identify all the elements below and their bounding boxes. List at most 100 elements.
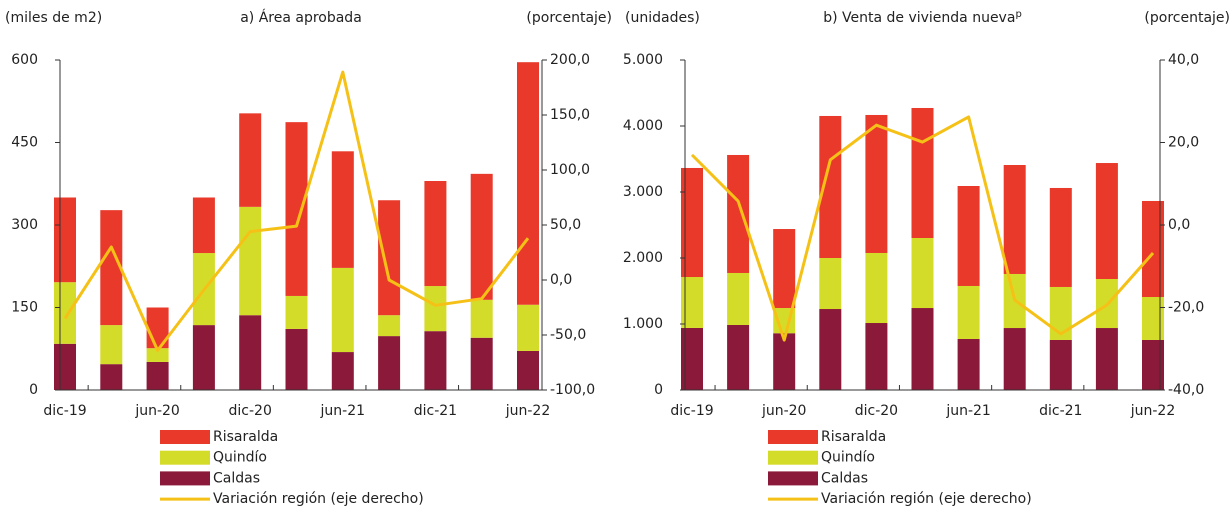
y-tick-label: 0 <box>29 382 38 398</box>
bar-segment <box>819 258 842 310</box>
y2-tick-label: 40,0 <box>1168 52 1199 68</box>
bar-segment <box>424 181 447 287</box>
chart-title: b) Venta de vivienda nuevap <box>823 9 1022 26</box>
x-tick-label: dic-21 <box>1039 403 1082 419</box>
legend-swatch <box>768 471 818 486</box>
bar-segment <box>470 173 493 300</box>
bar-segment <box>239 113 262 207</box>
bar-segment <box>239 206 262 316</box>
y2-tick-label: 0,0 <box>550 272 572 288</box>
bar-segment <box>1142 200 1164 298</box>
x-tick-label: dic-19 <box>43 403 86 419</box>
bar-segment <box>1142 297 1164 340</box>
legend-swatch <box>768 450 818 465</box>
y-tick-label: 600 <box>11 52 38 68</box>
bar-segment <box>727 272 750 325</box>
bar-segment <box>239 315 262 390</box>
bar-segment <box>470 299 493 338</box>
bar-segment <box>911 308 934 390</box>
y2-tick-label: 50,0 <box>550 217 581 233</box>
bar-segment <box>957 285 980 339</box>
bar-segment <box>100 364 123 390</box>
bar-segment <box>517 62 539 305</box>
bar-segment <box>517 350 539 390</box>
bar-segment <box>100 210 123 326</box>
bar-segment <box>100 325 123 365</box>
x-tick-label: dic-20 <box>229 403 272 419</box>
x-tick-label: jun-20 <box>761 403 807 419</box>
legend-swatch <box>768 430 818 444</box>
y2-tick-label: -50,0 <box>550 327 586 343</box>
title-note: p <box>1015 9 1021 20</box>
bar-segment <box>331 151 354 268</box>
bar-segment <box>54 282 76 344</box>
bar-segment <box>1049 339 1072 390</box>
legend-label: Risaralda <box>821 429 886 445</box>
bar-segment <box>1003 165 1026 274</box>
bar-segment <box>681 277 703 328</box>
x-tick-label: dic-21 <box>414 403 457 419</box>
bar-segment <box>54 197 76 283</box>
bar-segment <box>819 115 842 258</box>
bar-segment <box>773 333 796 390</box>
y2-axis-label: (porcentaje) <box>526 10 612 26</box>
x-tick-label: dic-19 <box>670 403 713 419</box>
bar-segment <box>819 309 842 390</box>
bar-segment <box>911 107 934 239</box>
y-tick-label: 5.000 <box>623 52 663 68</box>
bar-segment <box>865 252 888 324</box>
x-tick-label: jun-21 <box>320 403 366 419</box>
bar-segment <box>424 331 447 390</box>
y-tick-label: 300 <box>11 217 38 233</box>
bar-segment <box>378 200 401 316</box>
legend-swatch <box>160 430 210 444</box>
legend-swatch <box>160 450 210 465</box>
bar-segment <box>1049 187 1072 287</box>
bar-segment <box>54 343 76 390</box>
bar-segment <box>424 286 447 332</box>
bar-segment <box>957 185 980 286</box>
legend-label: Risaralda <box>213 429 278 445</box>
bar-segment <box>192 197 215 254</box>
bar-segment <box>1049 286 1072 340</box>
x-tick-label: jun-21 <box>945 403 991 419</box>
legend-label: Quindío <box>821 450 875 466</box>
legend-label: Quindío <box>213 450 267 466</box>
y2-tick-label: 0,0 <box>1168 217 1190 233</box>
y-axis-label: (unidades) <box>625 10 700 26</box>
y2-tick-label: 100,0 <box>550 162 590 178</box>
bar-segment <box>285 295 308 329</box>
y-tick-label: 4.000 <box>623 118 663 134</box>
bar-segment <box>285 122 308 296</box>
bar-segment <box>1142 339 1164 390</box>
bar-segment <box>681 327 703 390</box>
x-tick-label: dic-20 <box>855 403 898 419</box>
bar-segment <box>865 323 888 390</box>
chart-title: a) Área aprobada <box>240 9 362 26</box>
bar-segment <box>865 114 888 253</box>
line-series <box>63 70 530 352</box>
bar-segment <box>1095 163 1118 279</box>
bar-segment <box>681 167 703 278</box>
y2-axis-label: (porcentaje) <box>1144 10 1230 26</box>
bar-segment <box>192 325 215 390</box>
bar-segment <box>727 324 750 390</box>
legend-label: Variación región (eje derecho) <box>821 491 1032 507</box>
legend-label: Variación región (eje derecho) <box>213 491 424 507</box>
x-tick-label: jun-20 <box>134 403 180 419</box>
y-tick-label: 450 <box>11 135 38 151</box>
bar-segment <box>285 328 308 390</box>
y-tick-label: 0 <box>654 382 663 398</box>
y2-tick-label: -40,0 <box>1168 382 1204 398</box>
legend-label: Caldas <box>821 470 868 486</box>
bar-segment <box>911 238 934 309</box>
x-tick-label: jun-22 <box>505 403 551 419</box>
bar-segment <box>470 337 493 390</box>
bar-segment <box>378 336 401 390</box>
title-text: a) Área aprobada <box>240 9 362 26</box>
bar-segment <box>957 338 980 390</box>
bar-segment <box>146 361 169 390</box>
legend-swatch <box>160 471 210 486</box>
legend-label: Caldas <box>213 470 260 486</box>
